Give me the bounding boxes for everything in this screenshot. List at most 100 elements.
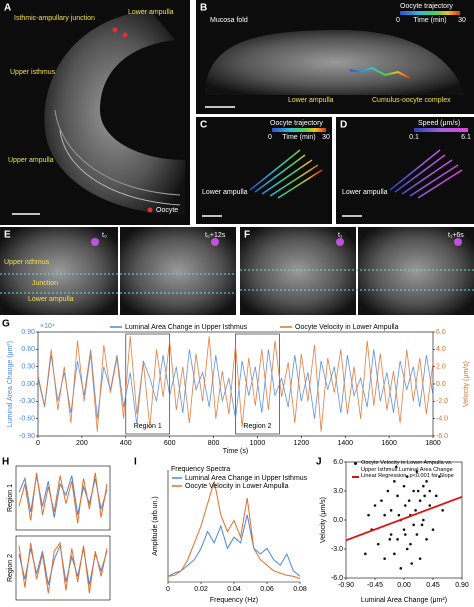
oocyte-marker xyxy=(91,238,99,246)
frame-time: t₀ xyxy=(102,232,107,239)
trajectory xyxy=(389,149,463,199)
scatter-point xyxy=(389,533,393,536)
x-tick-label: 0.04 xyxy=(227,586,241,593)
colorbar xyxy=(414,128,468,132)
scatter-point xyxy=(405,547,409,551)
x-tick-label: 0.06 xyxy=(260,586,274,593)
y-tick-label: 0.90 xyxy=(21,329,35,336)
panel-letter: F xyxy=(244,230,250,241)
panel-letter: G xyxy=(2,319,10,330)
scatter-point xyxy=(428,489,432,493)
y-tick-label: 3.0 xyxy=(333,488,343,495)
scatter-point xyxy=(386,489,390,493)
scatter-point xyxy=(441,509,444,512)
trajectory xyxy=(349,66,411,79)
panel-letter: H xyxy=(2,457,9,468)
y2-tick-label: -4.0 xyxy=(436,416,448,423)
series-line xyxy=(37,349,434,425)
scatter-point xyxy=(422,484,425,488)
colorbar-max: 30 xyxy=(458,17,466,24)
label: Lower ampulla xyxy=(128,9,174,16)
panel-letter: D xyxy=(340,120,347,131)
scatter-point xyxy=(364,552,367,556)
x-tick-label: 0.00 xyxy=(397,582,411,589)
panel-a: A Isthmic-ampullary junction Lower ampul… xyxy=(0,0,190,225)
legend-label: Oocyte Velocity in Lower Ampulla xyxy=(295,324,399,331)
scatter-point xyxy=(434,494,438,498)
scatter-point xyxy=(422,518,425,522)
scatter-point xyxy=(412,523,415,527)
x-axis-label: Luminal Area Change (μm²) xyxy=(361,597,447,604)
legend-label: Oocyte Velocity in Lower Ampulla vs. Upp… xyxy=(361,460,453,473)
scatter-point xyxy=(373,504,377,507)
scatter-point xyxy=(425,480,428,483)
series-line xyxy=(167,481,301,580)
series-line xyxy=(37,336,434,432)
legend-entry: Oocyte Velocity in Lower Ampulla vs. Upp… xyxy=(352,460,464,473)
scatter-point xyxy=(383,557,386,560)
region-box xyxy=(125,333,171,435)
oocyte-marker xyxy=(336,238,344,246)
oocyte-marker xyxy=(211,238,219,246)
panel-c: C Oocyte trajectory 0 Time (min) 30 Lowe… xyxy=(196,117,332,224)
legend-marker xyxy=(147,207,153,213)
frame-time: t₁+6s xyxy=(448,232,464,239)
x-axis-label: Time (s) xyxy=(223,448,248,455)
y-tick-label: 6.0 xyxy=(333,459,343,466)
trajectory xyxy=(249,149,323,199)
charts: G ×10⁴-0.90-0.60-0.300.000.300.600.90-6.0… xyxy=(2,319,470,604)
x-tick-label: 400 xyxy=(120,440,132,447)
x-tick-label: -0.45 xyxy=(367,582,383,589)
scatter-point xyxy=(396,538,399,541)
colorbar-label: Time (min) xyxy=(413,17,446,24)
scatter-point xyxy=(403,504,407,507)
y2-tick-label: 2.0 xyxy=(436,364,446,371)
plot-frame xyxy=(15,465,111,531)
panel-d: D Speed (μm/s) 0.1 6.1 Lower ampulla xyxy=(336,117,474,224)
scatter-point xyxy=(402,484,406,488)
x-tick-label: 1000 xyxy=(250,440,266,447)
label: Upper isthmus xyxy=(10,69,56,76)
legend: Oocyte Velocity in Lower Ampulla vs. Upp… xyxy=(352,460,464,480)
scatter-point xyxy=(412,489,415,493)
scatter-point xyxy=(425,538,428,541)
panel-f: F t₁ t₁+6s xyxy=(240,227,474,315)
scatter-point xyxy=(428,504,432,507)
colorbar xyxy=(272,128,326,132)
colorbar-min: 0.1 xyxy=(409,134,419,141)
scatter-point xyxy=(405,475,409,478)
y-axis-label: Velocity (μm/s) xyxy=(320,497,327,543)
x-tick-label: 0.08 xyxy=(293,586,307,593)
scatter-point xyxy=(420,523,424,527)
region-label: Region 2 xyxy=(243,423,271,430)
x-tick-label: 200 xyxy=(76,440,88,447)
scatter-point xyxy=(431,528,435,531)
y-tick-label: 0.00 xyxy=(21,381,35,388)
scatter-point xyxy=(393,480,396,483)
scatter-point xyxy=(396,494,399,498)
y2-tick-label: -2.0 xyxy=(436,398,448,405)
legend-label: Oocyte Velocity in Lower Ampulla xyxy=(185,483,289,490)
x-tick-label: 800 xyxy=(208,440,220,447)
panel-letter: J xyxy=(316,457,322,468)
panel-letter: C xyxy=(200,120,207,131)
series-line xyxy=(167,514,301,577)
label: Mucosa fold xyxy=(210,17,248,24)
scatter-point xyxy=(388,538,392,541)
scatter-point xyxy=(414,509,417,512)
regression-line xyxy=(345,495,463,542)
frame-time: t₀+12s xyxy=(205,232,226,239)
scatter-point xyxy=(423,494,426,498)
scatter-point xyxy=(402,528,406,531)
label: Lower ampulla xyxy=(28,296,74,303)
scatter-point xyxy=(376,542,380,546)
y-tick-label: -3.0 xyxy=(331,546,343,553)
panel-letter: B xyxy=(200,3,207,14)
scatter-point xyxy=(418,499,422,502)
legend-label: Linear Regression, p<0.001 for Slope xyxy=(361,473,454,479)
label: Lower ampulla xyxy=(342,189,388,196)
label: Isthmic-ampullary junction xyxy=(14,15,95,22)
axis-multiplier: ×10⁴ xyxy=(40,323,55,330)
scatter-point xyxy=(409,542,412,546)
